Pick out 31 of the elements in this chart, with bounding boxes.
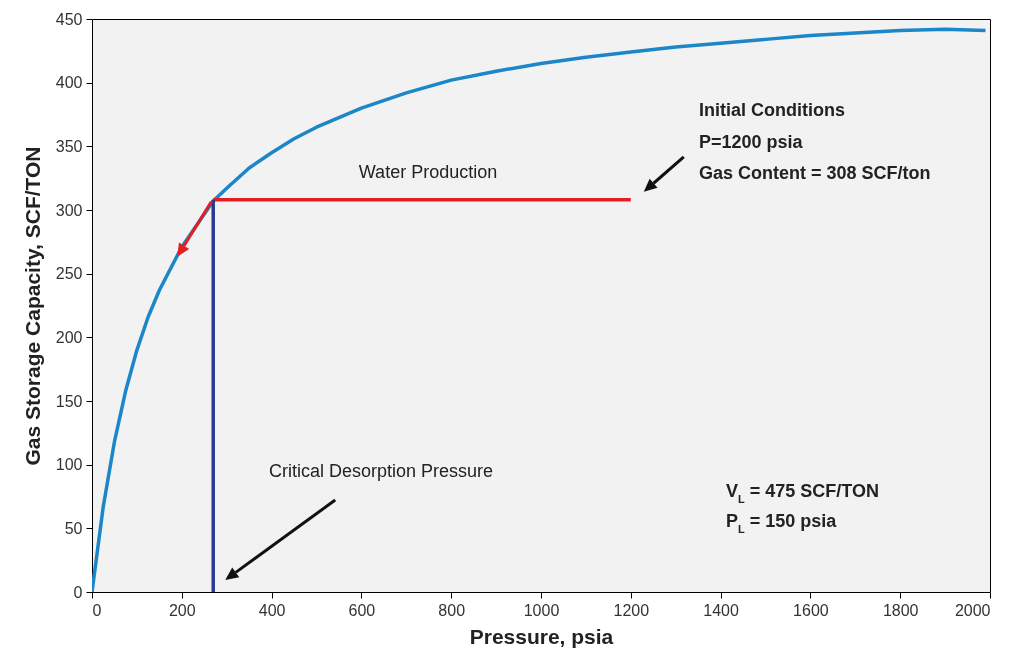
annotation: P$_{L}$ = 150 psia bbox=[726, 511, 838, 535]
y-tick-label: 50 bbox=[64, 519, 83, 537]
y-tick-label: 250 bbox=[55, 265, 83, 283]
x-axis-title: Pressure, psia bbox=[469, 624, 614, 648]
x-tick-label: 1400 bbox=[703, 601, 739, 619]
annotation: V$_{L}$ = 475 SCF/TON bbox=[726, 481, 879, 505]
x-tick-label: 0 bbox=[92, 601, 102, 619]
x-tick-label: 800 bbox=[438, 601, 466, 619]
y-tick-label: 100 bbox=[55, 456, 83, 474]
x-tick-label: 2000 bbox=[954, 601, 991, 619]
line-series bbox=[92, 27, 988, 592]
y-tick-label: 450 bbox=[55, 10, 83, 28]
y-tick-label: 400 bbox=[55, 74, 83, 92]
x-tick-label: 200 bbox=[168, 601, 196, 619]
x-tick-label: 600 bbox=[348, 601, 376, 619]
annotation: P=1200 psia bbox=[699, 131, 804, 152]
annotation: Gas Content = 308 SCF/ton bbox=[699, 163, 931, 183]
y-tick-label: 0 bbox=[73, 583, 83, 601]
y-tick-label: 200 bbox=[55, 328, 83, 346]
y-axis-title: Gas Storage Capacity, SCF/TON bbox=[20, 146, 44, 466]
annotation: Initial Conditions bbox=[699, 100, 845, 120]
annotation: Critical Desorption Pressure bbox=[268, 461, 494, 481]
y-tick-label: 350 bbox=[55, 137, 83, 155]
annotation: Water Production bbox=[358, 162, 498, 182]
x-tick-label: 1800 bbox=[882, 601, 919, 619]
y-tick-label: 150 bbox=[55, 392, 83, 410]
x-tick-label: 400 bbox=[258, 601, 286, 619]
x-tick-label: 1600 bbox=[793, 601, 829, 619]
y-tick-label: 300 bbox=[55, 201, 83, 219]
x-tick-label: 1000 bbox=[523, 601, 560, 619]
x-tick-label: 1200 bbox=[613, 601, 650, 619]
